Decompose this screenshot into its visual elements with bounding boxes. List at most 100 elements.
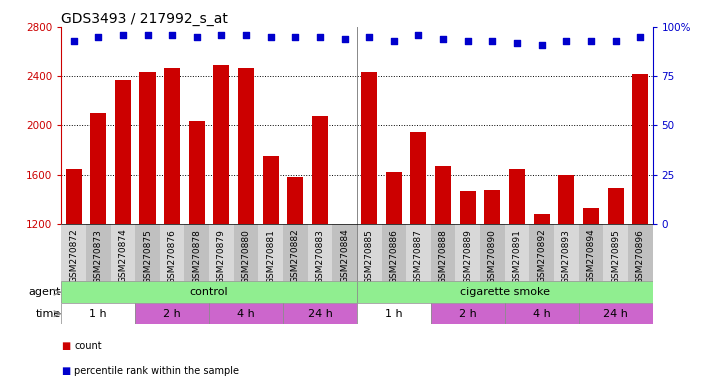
Bar [61,303,136,324]
Bar [460,191,476,224]
Text: GSM270875: GSM270875 [143,229,152,283]
Text: 24 h: 24 h [307,309,332,319]
Point [363,34,375,40]
Point [462,38,474,44]
Bar [283,224,308,281]
Text: GSM270876: GSM270876 [168,229,177,283]
Bar [603,224,628,281]
Point [167,32,178,38]
Text: GSM270872: GSM270872 [69,229,78,283]
Text: GSM270893: GSM270893 [562,229,571,283]
Text: GSM270895: GSM270895 [611,229,620,283]
Text: GDS3493 / 217992_s_at: GDS3493 / 217992_s_at [61,12,228,26]
Bar [115,80,131,224]
Point [240,32,252,38]
Bar [136,303,209,324]
Bar [435,166,451,224]
Text: 4 h: 4 h [533,309,551,319]
Bar [164,68,180,224]
Text: GSM270882: GSM270882 [291,229,300,283]
Text: GSM270887: GSM270887 [414,229,423,283]
Bar [554,224,579,281]
Text: agent: agent [28,287,61,297]
Point [290,34,301,40]
Bar [505,303,578,324]
Point [117,32,128,38]
Bar [505,224,529,281]
Text: GSM270884: GSM270884 [340,229,349,283]
Point [560,38,572,44]
Bar [139,73,156,224]
Text: GSM270891: GSM270891 [513,229,521,283]
Bar [430,303,505,324]
Bar [61,224,86,281]
Point [265,34,276,40]
Text: GSM270878: GSM270878 [193,229,201,283]
Bar [185,224,209,281]
Text: GSM270873: GSM270873 [94,229,102,283]
Bar [583,208,599,224]
Bar [578,224,603,281]
Bar [357,224,381,281]
Bar [608,188,624,224]
Bar [86,224,110,281]
Text: GSM270889: GSM270889 [464,229,472,283]
Text: control: control [190,287,229,297]
Bar [456,224,480,281]
Point [191,34,203,40]
Bar [430,224,456,281]
Point [216,32,227,38]
Text: GSM270886: GSM270886 [389,229,398,283]
Bar [357,303,431,324]
Bar [558,175,575,224]
Point [536,41,547,48]
Text: time: time [35,309,61,319]
Text: GSM270880: GSM270880 [242,229,250,283]
Bar [262,156,279,224]
Point [585,38,597,44]
Bar [534,214,549,224]
Bar [386,172,402,224]
Bar [381,224,406,281]
Text: 4 h: 4 h [237,309,255,319]
Bar [628,224,653,281]
Text: GSM270881: GSM270881 [266,229,275,283]
Text: GSM270894: GSM270894 [586,229,596,283]
Bar [578,303,653,324]
Bar [238,68,254,224]
Bar [312,116,328,224]
Bar [90,113,106,224]
Bar [136,224,160,281]
Bar [61,281,357,303]
Text: 2 h: 2 h [459,309,477,319]
Point [610,38,622,44]
Text: cigarette smoke: cigarette smoke [460,287,549,297]
Bar [189,121,205,224]
Point [68,38,79,44]
Bar [213,65,229,224]
Point [92,34,104,40]
Bar [287,177,304,224]
Text: ■: ■ [61,366,71,376]
Text: GSM270879: GSM270879 [217,229,226,283]
Point [634,34,646,40]
Bar [357,281,653,303]
Text: 1 h: 1 h [385,309,402,319]
Text: GSM270890: GSM270890 [488,229,497,283]
Bar [160,224,185,281]
Bar [234,224,258,281]
Text: GSM270874: GSM270874 [118,229,128,283]
Text: GSM270888: GSM270888 [438,229,448,283]
Point [487,38,498,44]
Text: GSM270883: GSM270883 [316,229,324,283]
Text: ■: ■ [61,341,71,351]
Bar [258,224,283,281]
Point [388,38,399,44]
Bar [110,224,136,281]
Point [142,32,154,38]
Text: 24 h: 24 h [603,309,628,319]
Bar [529,224,554,281]
Bar [361,73,377,224]
Bar [485,190,500,224]
Point [314,34,326,40]
